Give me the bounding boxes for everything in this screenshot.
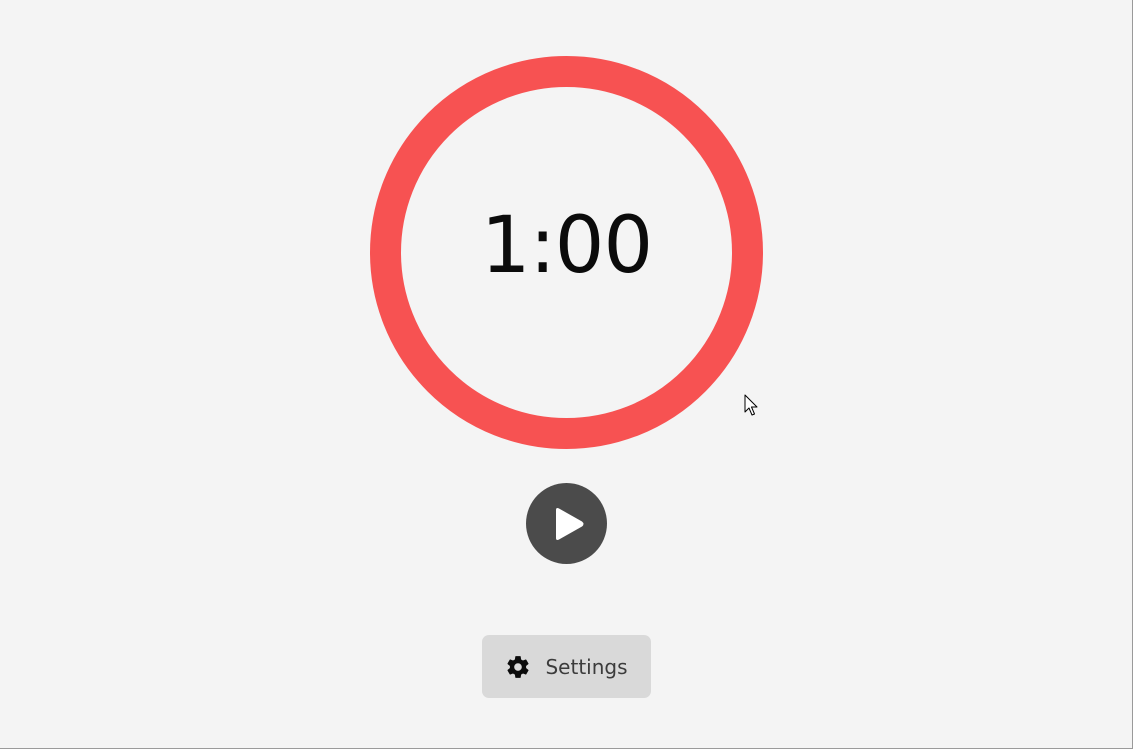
gear-icon bbox=[507, 655, 530, 678]
time-display: 1:00 bbox=[480, 201, 653, 291]
play-icon bbox=[555, 507, 583, 540]
timer-ring: 1:00 bbox=[370, 56, 763, 449]
mouse-cursor-icon bbox=[744, 394, 758, 416]
settings-button[interactable]: Settings bbox=[482, 635, 651, 698]
settings-label: Settings bbox=[545, 654, 628, 679]
play-button[interactable] bbox=[526, 483, 607, 564]
progress-ring bbox=[370, 56, 763, 449]
